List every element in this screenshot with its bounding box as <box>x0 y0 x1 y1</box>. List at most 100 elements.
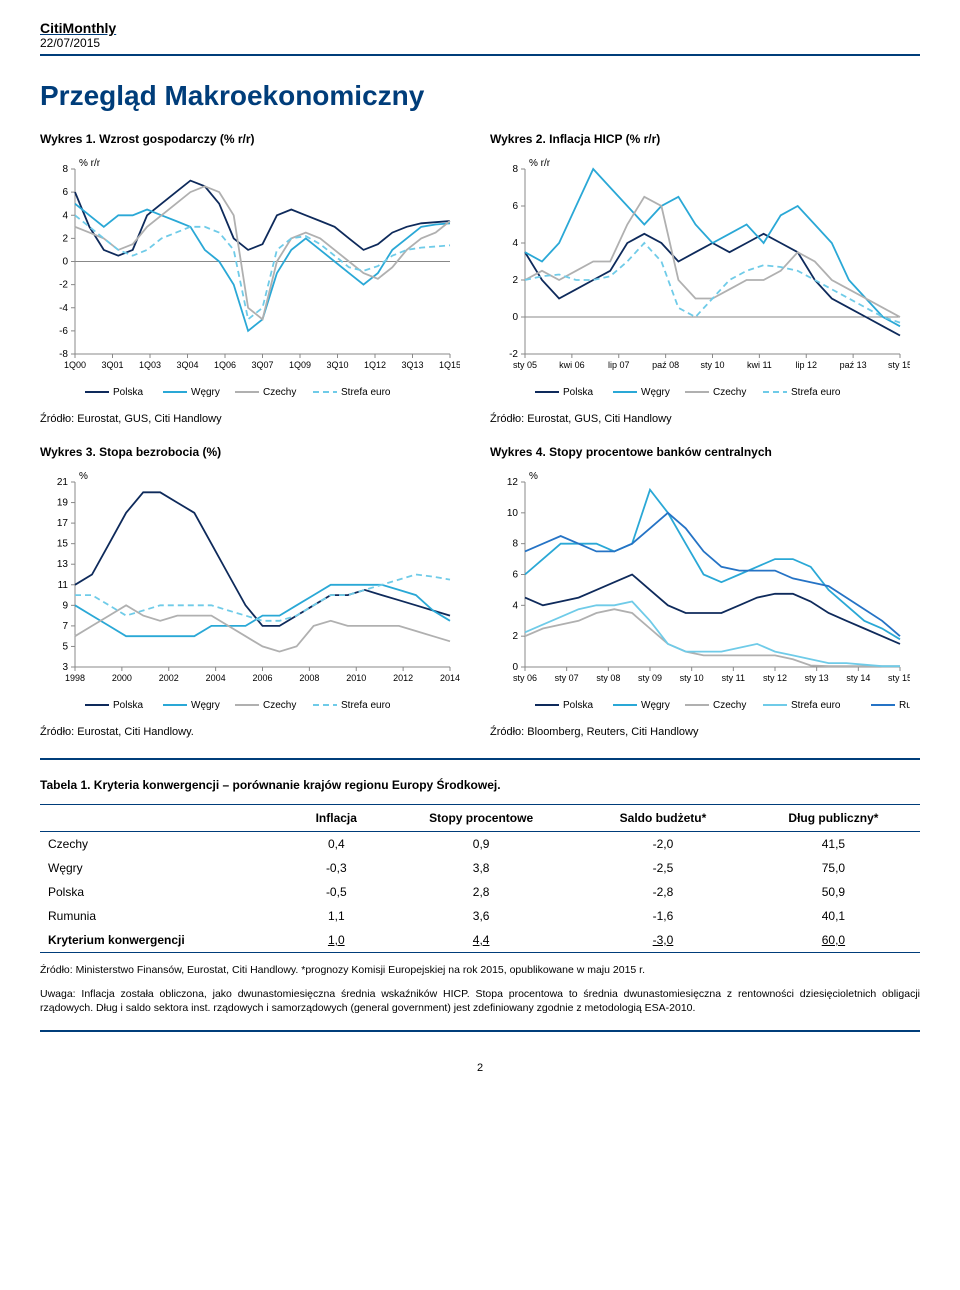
svg-text:1Q03: 1Q03 <box>139 360 161 370</box>
svg-text:sty 08: sty 08 <box>596 673 620 683</box>
table-cell: 0,9 <box>383 832 579 857</box>
svg-text:0: 0 <box>62 257 68 268</box>
chart-1-source: Źródło: Eurostat, GUS, Citi Handlowy <box>40 413 470 425</box>
table-cell: 0,4 <box>289 832 383 857</box>
svg-text:2014: 2014 <box>440 673 460 683</box>
svg-text:sty 15: sty 15 <box>888 360 910 370</box>
svg-text:4: 4 <box>512 600 518 611</box>
svg-text:2: 2 <box>512 275 518 286</box>
chart-2-source: Źródło: Eurostat, GUS, Citi Handlowy <box>490 413 920 425</box>
chart-4-caption: Wykres 4. Stopy procentowe banków centra… <box>490 445 920 459</box>
chart-4-svg: 024681012%sty 06sty 07sty 08sty 09sty 10… <box>490 467 910 717</box>
svg-text:8: 8 <box>512 539 518 550</box>
table-row: Czechy0,40,9-2,041,5 <box>40 832 920 857</box>
table-source: Źródło: Ministerstwo Finansów, Eurostat,… <box>40 963 920 977</box>
svg-text:Węgry: Węgry <box>191 700 220 711</box>
table-header <box>40 805 289 832</box>
svg-text:2: 2 <box>62 233 68 244</box>
svg-text:0: 0 <box>512 662 518 673</box>
svg-text:13: 13 <box>57 559 69 570</box>
table-cell: 40,1 <box>747 904 920 928</box>
svg-text:3Q07: 3Q07 <box>251 360 273 370</box>
table-cell: Polska <box>40 880 289 904</box>
svg-text:Czechy: Czechy <box>263 700 296 711</box>
svg-text:lip 07: lip 07 <box>608 360 630 370</box>
svg-text:Węgry: Węgry <box>641 700 670 711</box>
table-cell: -2,5 <box>579 856 747 880</box>
svg-text:3Q01: 3Q01 <box>101 360 123 370</box>
table-row: Polska-0,52,8-2,850,9 <box>40 880 920 904</box>
chart-3-source: Źródło: Eurostat, Citi Handlowy. <box>40 726 470 738</box>
section-rule-2 <box>40 1030 920 1032</box>
chart-1-svg: -8-6-4-202468% r/r1Q003Q011Q033Q041Q063Q… <box>40 154 460 404</box>
table-cell: 60,0 <box>747 928 920 953</box>
svg-text:Polska: Polska <box>113 387 143 398</box>
svg-text:-4: -4 <box>59 303 68 314</box>
svg-text:sty 12: sty 12 <box>763 673 787 683</box>
svg-text:6: 6 <box>512 201 518 212</box>
chart-1: Wykres 1. Wzrost gospodarczy (% r/r) -8-… <box>40 132 470 425</box>
svg-text:sty 09: sty 09 <box>638 673 662 683</box>
table-cell: -1,6 <box>579 904 747 928</box>
table-header: Saldo budżetu* <box>579 805 747 832</box>
svg-text:Węgry: Węgry <box>191 387 220 398</box>
table-header: Inflacja <box>289 805 383 832</box>
svg-text:1998: 1998 <box>65 673 85 683</box>
svg-text:2010: 2010 <box>346 673 366 683</box>
table-cell: -3,0 <box>579 928 747 953</box>
table-cell: 3,8 <box>383 856 579 880</box>
svg-text:1Q06: 1Q06 <box>214 360 236 370</box>
svg-text:1Q12: 1Q12 <box>364 360 386 370</box>
svg-text:Polska: Polska <box>113 700 143 711</box>
svg-text:17: 17 <box>57 518 69 529</box>
svg-text:-8: -8 <box>59 349 68 360</box>
svg-text:1Q09: 1Q09 <box>289 360 311 370</box>
svg-text:sty 13: sty 13 <box>805 673 829 683</box>
table-row: Węgry-0,33,8-2,575,0 <box>40 856 920 880</box>
svg-text:2008: 2008 <box>299 673 319 683</box>
svg-text:5: 5 <box>62 641 68 652</box>
svg-text:3Q10: 3Q10 <box>326 360 348 370</box>
svg-text:sty 15: sty 15 <box>888 673 910 683</box>
svg-text:% r/r: % r/r <box>79 158 101 169</box>
svg-text:sty 10: sty 10 <box>680 673 704 683</box>
table-cell: 2,8 <box>383 880 579 904</box>
table-header: Stopy procentowe <box>383 805 579 832</box>
table-cell: Rumunia <box>40 904 289 928</box>
chart-2-caption: Wykres 2. Inflacja HICP (% r/r) <box>490 132 920 146</box>
svg-text:Strefa euro: Strefa euro <box>791 387 841 398</box>
svg-text:4: 4 <box>512 238 518 249</box>
table-cell: 75,0 <box>747 856 920 880</box>
svg-text:0: 0 <box>512 312 518 323</box>
svg-text:15: 15 <box>57 539 69 550</box>
svg-text:sty 06: sty 06 <box>513 673 537 683</box>
svg-text:Czechy: Czechy <box>713 387 746 398</box>
svg-text:4: 4 <box>62 210 68 221</box>
svg-text:1Q00: 1Q00 <box>64 360 86 370</box>
section-rule-1 <box>40 758 920 760</box>
svg-text:2012: 2012 <box>393 673 413 683</box>
table-cell: -2,8 <box>579 880 747 904</box>
svg-text:6: 6 <box>62 187 68 198</box>
svg-text:3: 3 <box>62 662 68 673</box>
svg-text:19: 19 <box>57 498 69 509</box>
svg-text:sty 05: sty 05 <box>513 360 537 370</box>
chart-3-svg: 3579111315171921%19982000200220042006200… <box>40 467 460 717</box>
page-number: 2 <box>40 1062 920 1074</box>
table-row: Rumunia1,13,6-1,640,1 <box>40 904 920 928</box>
svg-text:8: 8 <box>62 164 68 175</box>
table-cell: -0,3 <box>289 856 383 880</box>
svg-text:paź 13: paź 13 <box>840 360 867 370</box>
table-header: Dług publiczny* <box>747 805 920 832</box>
table-cell: 41,5 <box>747 832 920 857</box>
svg-text:11: 11 <box>58 580 69 591</box>
table-cell: 50,9 <box>747 880 920 904</box>
table-note: Uwaga: Inflacja została obliczona, jako … <box>40 987 920 1015</box>
svg-text:9: 9 <box>62 600 68 611</box>
svg-text:2000: 2000 <box>112 673 132 683</box>
svg-text:2004: 2004 <box>206 673 226 683</box>
header-date: 22/07/2015 <box>40 36 100 50</box>
svg-text:-2: -2 <box>59 280 68 291</box>
svg-text:12: 12 <box>507 477 519 488</box>
table-cell: Kryterium konwergencji <box>40 928 289 953</box>
